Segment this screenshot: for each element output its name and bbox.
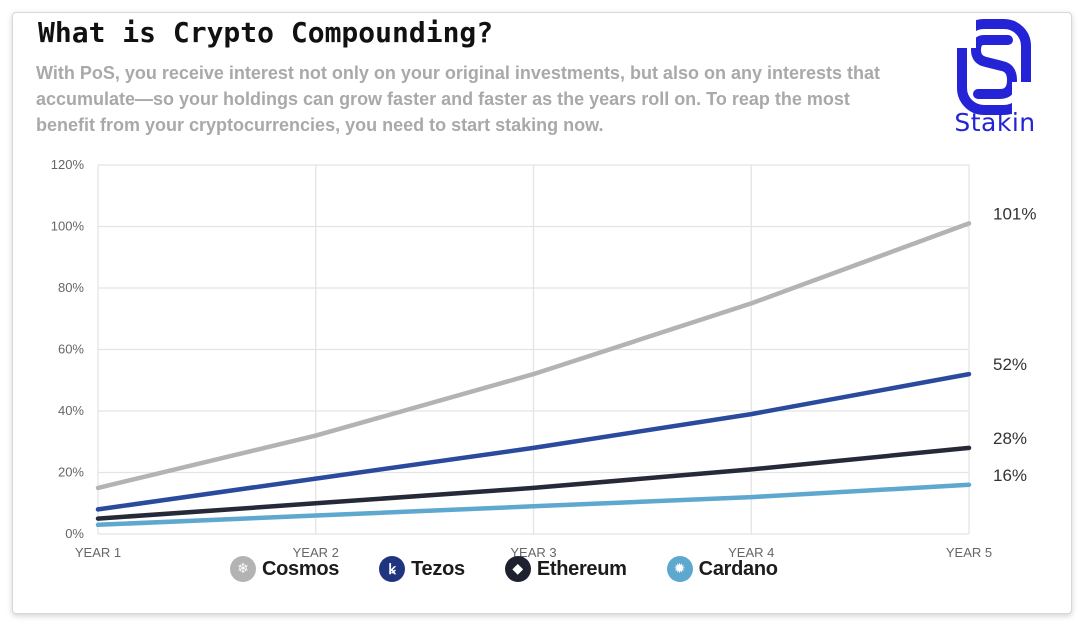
y-axis-ticks: 0% 20% 40% 60% 80% 100% 120%	[51, 157, 85, 541]
page-title: What is Crypto Compounding?	[38, 16, 494, 49]
series-line-ethereum	[95, 445, 972, 521]
legend-label: Ethereum	[536, 557, 627, 580]
x-tick-label: YEAR 4	[728, 545, 774, 560]
tezos-icon: ꝃ	[379, 556, 406, 582]
end-label-cosmos: 101%	[993, 204, 1036, 223]
logo-wordmark: Stakin	[954, 108, 1036, 137]
y-tick-label: 120%	[51, 157, 85, 172]
x-tick-label: YEAR 2	[293, 545, 339, 560]
x-axis-ticks: YEAR 1 YEAR 2 YEAR 3 YEAR 4 YEAR 5	[75, 545, 992, 560]
series-line-tezos	[95, 371, 972, 512]
x-tick-label: YEAR 5	[946, 545, 992, 560]
series-lines	[95, 221, 972, 528]
page-subtitle: With PoS, you receive interest not only …	[36, 63, 880, 135]
cosmos-icon: ❄	[230, 556, 256, 582]
y-tick-label: 100%	[51, 219, 85, 234]
legend: ❄ Cosmos ꝃ Tezos ◆ Ethereum ✹ Cardano	[230, 556, 778, 582]
series-line-cosmos	[95, 221, 972, 491]
x-tick-label: YEAR 1	[75, 545, 121, 560]
stakin-logo-icon	[956, 18, 1032, 115]
y-tick-label: 80%	[58, 280, 84, 295]
series-line-cardano	[95, 482, 972, 528]
y-tick-label: 0%	[65, 526, 84, 541]
y-tick-label: 40%	[58, 403, 84, 418]
legend-item-ethereum: ◆ Ethereum	[504, 556, 627, 582]
ethereum-icon: ◆	[504, 556, 531, 582]
end-label-tezos: 52%	[993, 355, 1027, 374]
end-labels: 101% 52% 28% 16%	[993, 204, 1036, 484]
end-label-ethereum: 28%	[993, 429, 1027, 448]
legend-item-tezos: ꝃ Tezos	[379, 556, 465, 582]
legend-item-cosmos: ❄ Cosmos	[230, 556, 339, 582]
y-tick-label: 60%	[58, 342, 84, 357]
end-label-cardano: 16%	[993, 466, 1027, 485]
legend-label: Tezos	[411, 557, 465, 580]
legend-label: Cosmos	[262, 557, 340, 580]
legend-label: Cardano	[698, 557, 778, 580]
cardano-icon: ✹	[666, 556, 693, 582]
chart-grid	[97, 164, 970, 535]
legend-item-cardano: ✹ Cardano	[666, 556, 778, 582]
y-tick-label: 20%	[58, 465, 84, 480]
